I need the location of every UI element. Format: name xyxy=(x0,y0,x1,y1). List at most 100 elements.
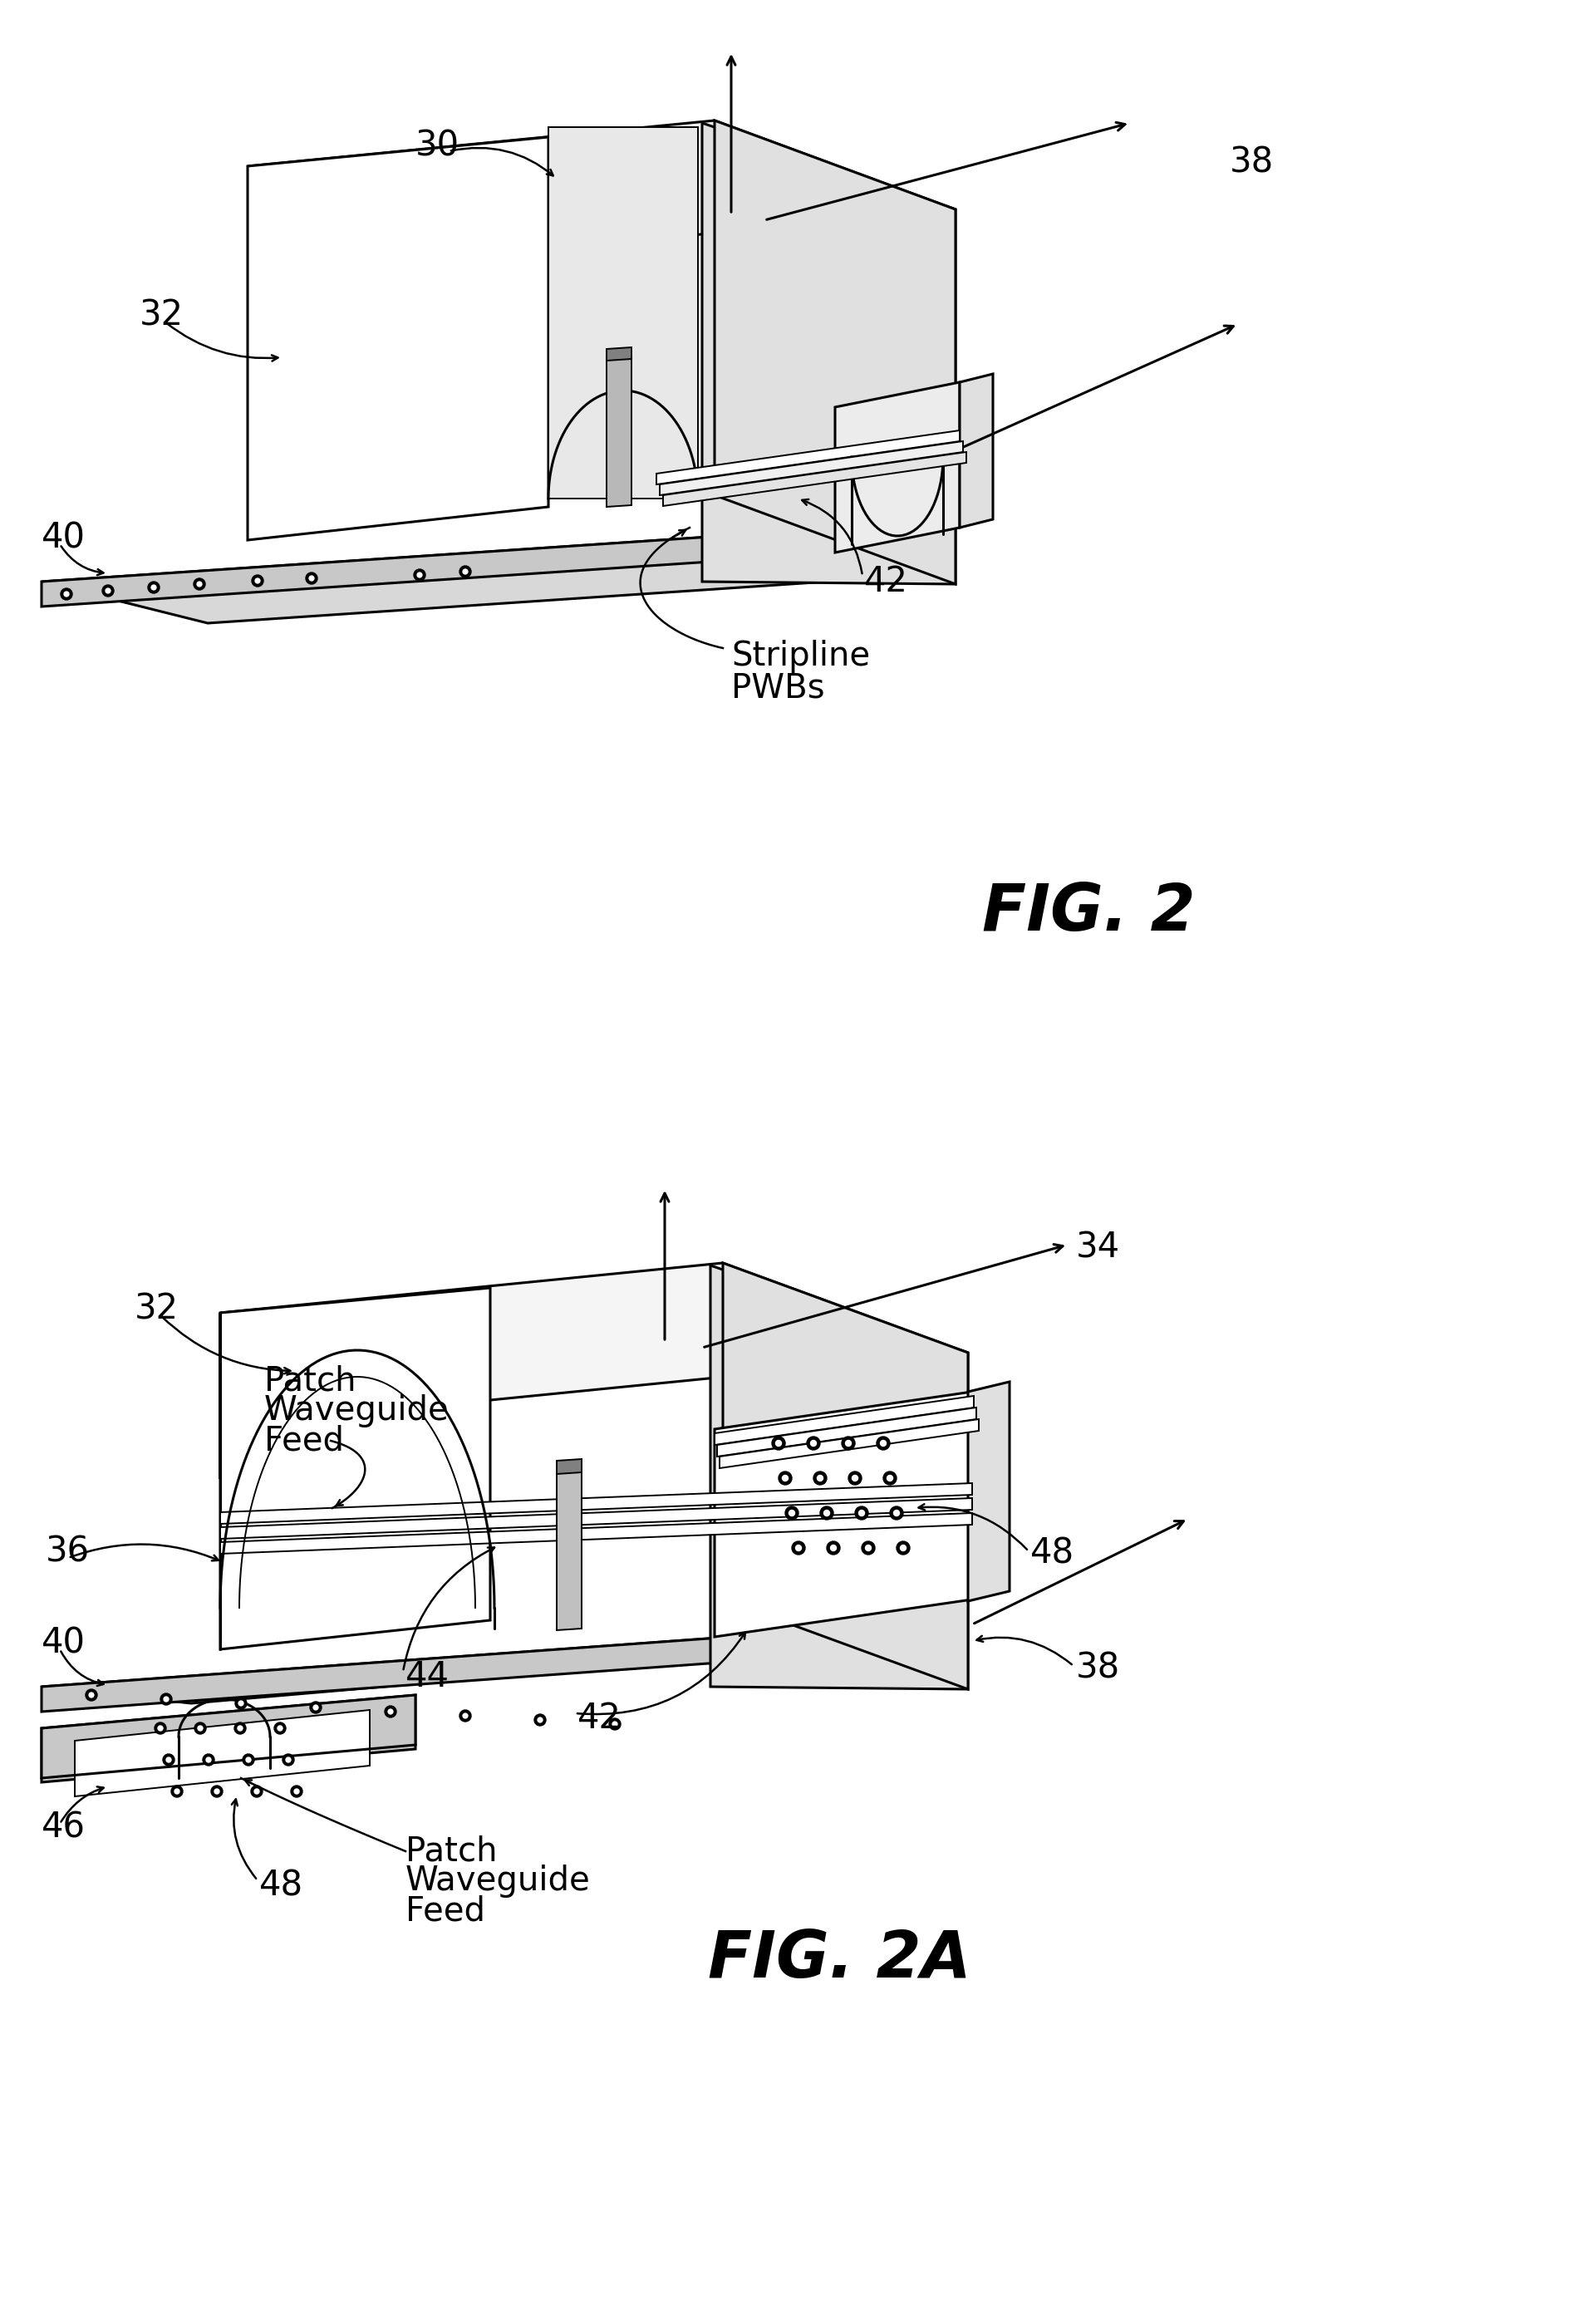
Circle shape xyxy=(161,1694,172,1706)
Polygon shape xyxy=(968,1383,1009,1601)
Circle shape xyxy=(790,1511,794,1515)
Text: 30: 30 xyxy=(416,128,460,163)
Circle shape xyxy=(102,586,115,597)
Circle shape xyxy=(772,1436,785,1450)
Polygon shape xyxy=(41,1636,731,1713)
Polygon shape xyxy=(220,1513,973,1555)
Circle shape xyxy=(388,1708,393,1715)
Circle shape xyxy=(197,1727,202,1731)
Text: 48: 48 xyxy=(1030,1536,1075,1571)
Circle shape xyxy=(310,1701,322,1713)
Polygon shape xyxy=(960,374,993,528)
Circle shape xyxy=(172,1785,183,1796)
Polygon shape xyxy=(723,1262,968,1690)
Circle shape xyxy=(239,1701,244,1706)
Circle shape xyxy=(202,1755,215,1766)
Circle shape xyxy=(849,1471,861,1485)
Text: PWBs: PWBs xyxy=(731,672,825,704)
Polygon shape xyxy=(220,1262,968,1404)
Circle shape xyxy=(785,1506,799,1520)
Circle shape xyxy=(538,1717,543,1722)
Polygon shape xyxy=(41,537,723,607)
Circle shape xyxy=(610,1717,621,1729)
Circle shape xyxy=(414,569,425,581)
Text: 38: 38 xyxy=(1076,1650,1121,1685)
Circle shape xyxy=(237,1727,242,1731)
Circle shape xyxy=(463,1713,468,1717)
Polygon shape xyxy=(41,1694,416,1783)
Polygon shape xyxy=(220,1287,490,1650)
Circle shape xyxy=(287,1757,291,1762)
Circle shape xyxy=(778,1471,791,1485)
Text: 38: 38 xyxy=(1229,144,1274,179)
Polygon shape xyxy=(715,1397,974,1446)
Circle shape xyxy=(842,1436,855,1450)
Circle shape xyxy=(782,1476,788,1480)
Circle shape xyxy=(277,1727,282,1731)
Circle shape xyxy=(245,1757,252,1762)
Text: 40: 40 xyxy=(41,1627,86,1662)
Text: Waveguide: Waveguide xyxy=(406,1864,591,1899)
Circle shape xyxy=(890,1506,903,1520)
Text: 42: 42 xyxy=(864,565,907,600)
Circle shape xyxy=(884,1471,896,1485)
Polygon shape xyxy=(220,1499,973,1538)
Text: 42: 42 xyxy=(578,1701,621,1736)
Text: 36: 36 xyxy=(46,1534,89,1569)
Polygon shape xyxy=(248,137,548,539)
Circle shape xyxy=(158,1727,162,1731)
Text: Feed: Feed xyxy=(264,1425,344,1457)
Circle shape xyxy=(105,588,110,593)
Text: 44: 44 xyxy=(406,1659,449,1694)
Circle shape xyxy=(162,1755,175,1766)
Circle shape xyxy=(775,1441,782,1446)
Circle shape xyxy=(306,572,317,583)
Circle shape xyxy=(205,1757,212,1762)
Polygon shape xyxy=(715,1392,973,1636)
Circle shape xyxy=(151,586,156,590)
Circle shape xyxy=(252,1785,263,1796)
Polygon shape xyxy=(662,451,966,507)
Text: 32: 32 xyxy=(140,297,183,332)
Text: Patch: Patch xyxy=(406,1834,497,1868)
Circle shape xyxy=(309,576,314,581)
Circle shape xyxy=(295,1789,299,1794)
Circle shape xyxy=(255,579,259,583)
Circle shape xyxy=(194,1722,205,1734)
Circle shape xyxy=(460,565,471,576)
Text: 40: 40 xyxy=(41,521,86,555)
Circle shape xyxy=(810,1441,817,1446)
Circle shape xyxy=(166,1757,172,1762)
Circle shape xyxy=(282,1755,295,1766)
Circle shape xyxy=(901,1545,906,1550)
Text: 34: 34 xyxy=(1076,1229,1121,1267)
Circle shape xyxy=(826,1541,841,1555)
Polygon shape xyxy=(41,537,888,623)
Polygon shape xyxy=(548,128,697,500)
Circle shape xyxy=(255,1789,259,1794)
Circle shape xyxy=(148,581,159,593)
Text: 46: 46 xyxy=(41,1810,86,1845)
Circle shape xyxy=(60,588,72,600)
Circle shape xyxy=(460,1710,471,1722)
Circle shape xyxy=(215,1789,220,1794)
Circle shape xyxy=(820,1506,833,1520)
Circle shape xyxy=(535,1715,546,1727)
Circle shape xyxy=(861,1541,876,1555)
Circle shape xyxy=(855,1506,868,1520)
Circle shape xyxy=(274,1722,287,1734)
Polygon shape xyxy=(716,1408,976,1457)
Circle shape xyxy=(194,579,205,590)
Polygon shape xyxy=(607,346,632,360)
Circle shape xyxy=(831,1545,836,1550)
Circle shape xyxy=(866,1545,871,1550)
Text: FIG. 2A: FIG. 2A xyxy=(707,1927,971,1992)
Circle shape xyxy=(791,1541,806,1555)
Polygon shape xyxy=(41,1694,416,1778)
Polygon shape xyxy=(710,1267,968,1690)
Polygon shape xyxy=(607,356,632,507)
Circle shape xyxy=(234,1722,245,1734)
Circle shape xyxy=(463,569,468,574)
Circle shape xyxy=(242,1755,255,1766)
Circle shape xyxy=(314,1706,318,1710)
